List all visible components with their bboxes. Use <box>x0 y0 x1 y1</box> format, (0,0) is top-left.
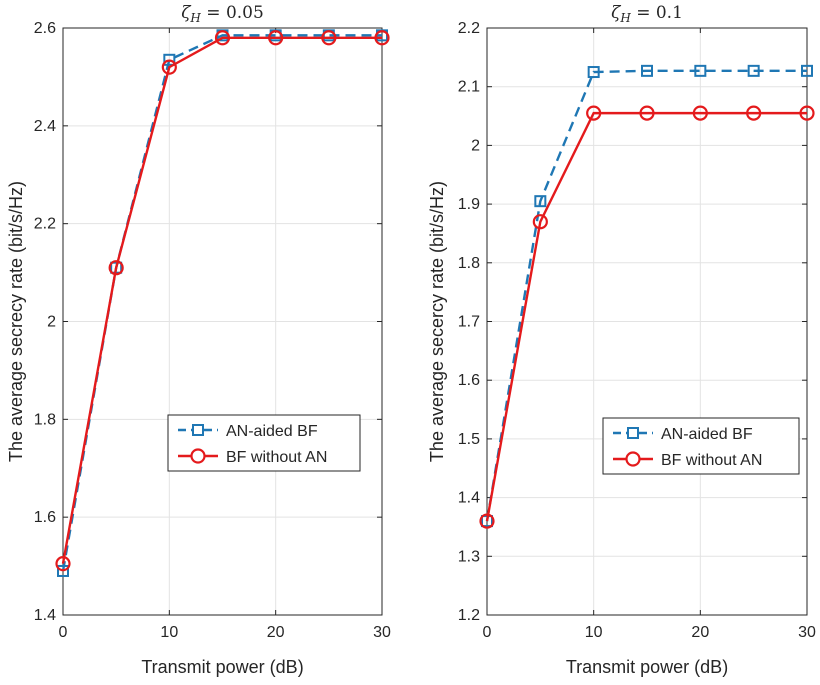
y-tick-label: 1.3 <box>458 548 480 565</box>
legend-label: BF without AN <box>661 452 762 469</box>
y-tick-label: 1.5 <box>458 431 480 448</box>
data-point-circle <box>532 214 548 230</box>
legend-marker-circle <box>625 451 641 467</box>
y-tick-label: 2.1 <box>458 79 480 96</box>
plot-title: ζH = 0.1 <box>611 3 683 25</box>
x-tick-label: 20 <box>691 624 709 641</box>
x-axis-label: Transmit power (dB) <box>141 657 303 677</box>
legend: AN-aided BF BF without AN <box>602 417 800 475</box>
data-point-square <box>694 64 707 77</box>
series-line <box>485 111 807 522</box>
legend: AN-aided BF BF without AN <box>167 414 361 472</box>
data-point-circle <box>161 59 177 75</box>
data-point-circle <box>586 105 602 121</box>
title-symbol: ζ <box>181 3 192 23</box>
y-tick-label: 1.6 <box>34 509 56 526</box>
data-point-circle <box>692 105 708 121</box>
legend-marker-square <box>192 424 204 436</box>
y-axis-label: The average secercy rate (bit/s/Hz) <box>427 181 447 462</box>
y-tick-label: 2.2 <box>34 216 56 233</box>
legend-marker-square <box>627 427 639 439</box>
y-tick-label: 1.7 <box>458 314 480 331</box>
plot-panel-2: 0 10 20 30 1.2 1.3 1.4 1.5 1.6 1.7 1.8 1.9 2 2.1 2.2 ζH… <box>427 3 816 677</box>
legend-label: BF without AN <box>226 449 327 466</box>
y-tick-label: 1.8 <box>34 411 56 428</box>
y-axis-label: The average secrecy rate (bit/s/Hz) <box>6 181 26 462</box>
data-point-square <box>163 53 176 66</box>
x-axis-label: Transmit power (dB) <box>566 657 728 677</box>
data-point-square <box>534 195 547 208</box>
x-tick-label: 30 <box>798 624 816 641</box>
y-tick-label: 2 <box>47 314 56 331</box>
data-point-circle <box>108 260 124 276</box>
y-tick-label: 2.6 <box>34 20 56 37</box>
data-point-square <box>587 66 600 79</box>
y-tick-label: 1.6 <box>458 372 480 389</box>
data-point-circle <box>479 513 495 529</box>
data-point-circle <box>55 556 71 572</box>
title-subscript: H <box>619 11 631 25</box>
x-tick-label: 0 <box>59 624 68 641</box>
y-tick-label: 1.2 <box>458 607 480 624</box>
y-tick-label: 2.2 <box>458 20 480 37</box>
y-tick-label: 2 <box>471 137 480 154</box>
x-tick-label: 10 <box>585 624 603 641</box>
y-tick-label: 1.4 <box>458 490 480 507</box>
series-2 <box>479 105 815 529</box>
title-subscript: H <box>189 11 201 25</box>
legend-marker-circle <box>190 448 206 464</box>
legend-label: AN-aided BF <box>226 423 318 440</box>
data-point-circle <box>374 30 390 46</box>
data-point-circle <box>746 105 762 121</box>
x-tick-label: 20 <box>267 624 285 641</box>
y-tick-label: 1.8 <box>458 255 480 272</box>
data-point-circle <box>799 105 815 121</box>
series-2 <box>55 30 390 572</box>
data-point-circle <box>639 105 655 121</box>
data-point-circle <box>268 30 284 46</box>
data-point-square <box>747 64 760 77</box>
data-point-circle <box>214 30 231 46</box>
title-value: = 0.05 <box>201 3 264 23</box>
x-tick-label: 0 <box>483 624 492 641</box>
plot-title: ζH = 0.05 <box>181 3 264 25</box>
series-line <box>61 36 382 564</box>
series-line <box>485 69 807 522</box>
title-value: = 0.1 <box>631 3 683 23</box>
data-point-square <box>641 64 653 77</box>
y-tick-label: 1.9 <box>458 196 480 213</box>
data-point-circle <box>321 30 337 46</box>
data-point-square <box>57 564 69 577</box>
legend-label: AN-aided BF <box>661 426 753 443</box>
x-tick-label: 10 <box>160 624 178 641</box>
data-point-square <box>801 64 813 77</box>
y-tick-label: 2.4 <box>34 118 56 135</box>
plot-panel-1: 0 10 20 30 1.4 1.6 1.8 2 2.2 2.4 2.6 ζH = 0.05 Trans… <box>6 3 391 677</box>
y-tick-label: 1.4 <box>34 607 56 624</box>
title-symbol: ζ <box>611 3 622 23</box>
x-tick-label: 30 <box>373 624 391 641</box>
